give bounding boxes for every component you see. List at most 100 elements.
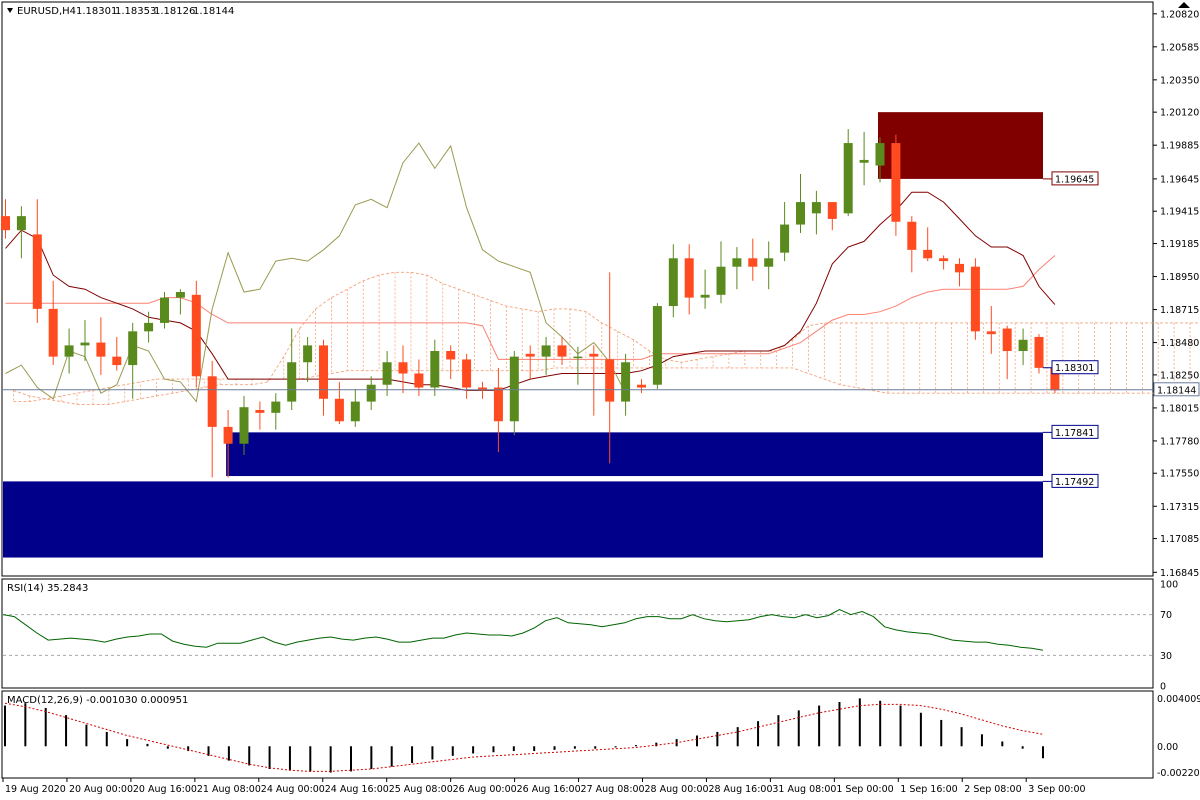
price-tick-label: 1.20585 (1160, 42, 1199, 53)
scroll-shift-icon[interactable] (1178, 2, 1190, 8)
price-tick-label: 1.18715 (1160, 305, 1199, 316)
price-pane[interactable]: 1.20820 1.20585 1.20350 1.20120 1.19885 1.196… (1, 1, 1200, 579)
candle-body (970, 266, 980, 332)
candle-body (780, 224, 790, 253)
candle-body (732, 258, 742, 267)
candle-body (48, 308, 58, 357)
candle-body (907, 221, 917, 250)
time-tick-label: 28 Aug 16:00 (708, 784, 772, 795)
candle-body (748, 258, 758, 267)
price-tick-label: 1.17780 (1160, 436, 1199, 447)
candle-body (1018, 339, 1028, 352)
symbol-label: EURUSD,H4 (17, 6, 76, 17)
price-tick-label: 1.19885 (1160, 141, 1199, 152)
candle-body (605, 359, 615, 402)
candle-body (160, 297, 169, 323)
candle-body (271, 401, 281, 413)
candle-body (764, 258, 774, 267)
macd-histogram (4, 698, 1044, 773)
candle-body (350, 401, 360, 422)
candle-body (16, 216, 26, 231)
price-tick-label: 1.19415 (1160, 207, 1199, 218)
zone-label-box (1051, 424, 1099, 439)
candle-body (1050, 367, 1060, 391)
candle-body (128, 331, 138, 366)
time-tick-label: 1 Sep 00:00 (836, 784, 893, 795)
candle-body (319, 345, 328, 399)
candle-body (96, 342, 106, 357)
candle-body (446, 351, 456, 360)
candle-body (1002, 328, 1012, 352)
zone-rect (3, 481, 1043, 558)
rsi-axis: 100 70 30 0 (1160, 580, 1178, 693)
rsi-tick-label: 100 (1160, 580, 1178, 591)
candle-body (843, 143, 853, 214)
candle-body (939, 258, 949, 262)
zone-label: 1.17841 (1055, 428, 1094, 439)
candle-body (398, 362, 408, 374)
rsi-line (2, 608, 1152, 656)
zone-label: 1.19645 (1055, 174, 1094, 185)
rsi-pane[interactable]: 100 70 30 0 RSI(14) 35.2843 (1, 578, 1178, 693)
price-tick-label: 1.20350 (1160, 75, 1199, 86)
chart-menu-triangle-icon[interactable] (7, 8, 13, 13)
open-value: 1.18301 (76, 6, 117, 17)
candle-body (287, 362, 297, 402)
price-tick-label: 1.20120 (1160, 108, 1199, 119)
candle-body (191, 294, 201, 377)
candle-body (80, 342, 90, 346)
time-tick-label: 25 Aug 08:00 (389, 784, 453, 795)
zone-price-labels: 1.19645 1.17841 1.17492 1.18144 1.18301 (1043, 171, 1200, 488)
last-close-box (1051, 360, 1099, 375)
candle-body (621, 362, 631, 402)
price-tick-label: 1.18250 (1160, 370, 1199, 381)
candle-body (652, 306, 662, 385)
macd-tick-label: -0.002202 (1157, 768, 1200, 779)
price-tick-label: 1.20820 (1160, 9, 1199, 20)
macd-pane[interactable]: 0.004009 0.00 -0.002202 MACD(12,26,9) -0.0… (1, 690, 1200, 779)
candle-body (255, 410, 265, 413)
price-pane-frame (1, 1, 1154, 577)
candle-body (223, 426, 233, 444)
close-value: 1.18144 (193, 6, 234, 17)
candle-body (796, 202, 805, 225)
zone-rect (878, 112, 1043, 179)
time-tick-label: 20 Aug 16:00 (133, 784, 197, 795)
candle-body (525, 353, 535, 357)
macd-pane-frame (1, 690, 1154, 779)
candle-body (430, 351, 440, 388)
zones (3, 112, 1044, 558)
candle-body (557, 345, 567, 357)
candle-body (32, 234, 42, 309)
last-close-label: 1.18301 (1055, 363, 1094, 374)
candle-body (175, 292, 185, 298)
chart-header: EURUSD,H4 1.18301 1.18353 1.18126 1.1814… (7, 6, 234, 17)
candle-body (637, 384, 646, 388)
candle-body (493, 387, 503, 422)
candle-body (366, 384, 376, 402)
high-value: 1.18353 (115, 6, 156, 17)
price-tick-label: 1.18015 (1160, 403, 1199, 414)
rsi-line-path (2, 608, 1044, 651)
time-tick-label: 20 Aug 00:00 (69, 784, 133, 795)
candle-body (668, 258, 678, 307)
price-tick-label: 1.18950 (1160, 272, 1199, 283)
time-tick-label: 19 Aug 2020 (5, 784, 66, 795)
time-tick-label: 1 Sep 16:00 (900, 784, 957, 795)
macd-label: MACD(12,26,9) -0.001030 0.000951 (7, 695, 188, 706)
candle-body (382, 362, 392, 385)
zone-label: 1.17492 (1055, 477, 1094, 488)
low-value: 1.18126 (154, 6, 195, 17)
macd-tick-label: 0.00 (1157, 742, 1178, 753)
candle-body (64, 345, 74, 357)
candle-body (700, 294, 710, 298)
candle-body (573, 356, 583, 359)
price-tick-label: 1.16845 (1160, 568, 1199, 579)
time-tick-label: 26 Aug 16:00 (517, 784, 581, 795)
price-tick-label: 1.19185 (1160, 239, 1199, 250)
rsi-tick-label: 70 (1160, 610, 1172, 621)
time-tick-label: 24 Aug 16:00 (325, 784, 389, 795)
macd-axis: 0.004009 0.00 -0.002202 (1157, 694, 1200, 779)
candle-body (239, 407, 249, 444)
